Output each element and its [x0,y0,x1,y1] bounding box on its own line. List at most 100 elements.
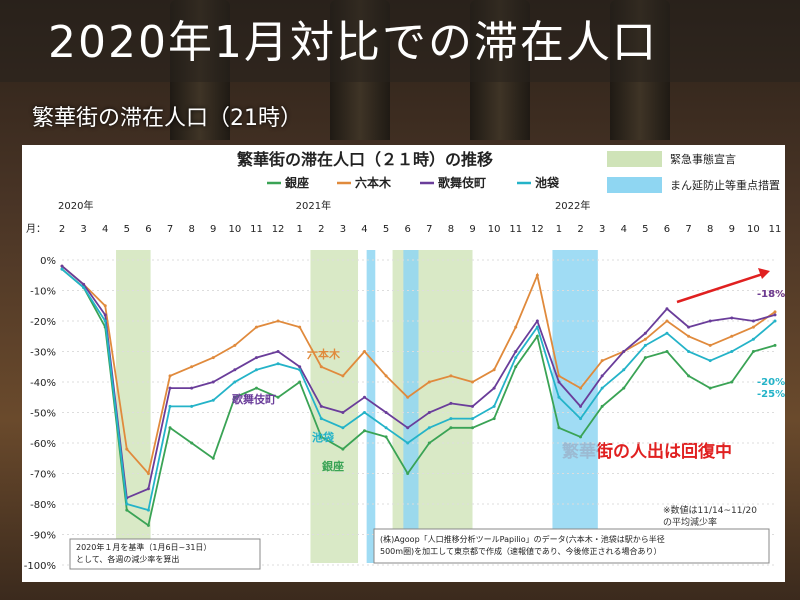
data-point [514,365,518,369]
x-tick-label: 8 [188,224,194,235]
x-tick-label: 9 [469,224,475,235]
data-point [319,365,323,369]
legend-emergency-label: 緊急事態宣言 [670,152,736,166]
data-point [751,325,755,329]
data-point [665,350,669,353]
data-point [427,411,431,414]
data-point [298,325,302,329]
series-inline-label: 歌舞伎町 [232,392,276,406]
y-tick-label: -60% [30,439,56,450]
series-line [61,268,776,527]
y-tick-label: -70% [30,470,56,481]
data-point [557,426,561,430]
data-point [600,359,604,363]
data-point [168,404,172,408]
data-point [211,380,215,384]
data-point [125,508,129,512]
x-tick-label: 5 [642,224,648,235]
x-tick-label: 11 [250,224,263,235]
x-tick-label: 4 [621,224,627,235]
data-point [233,380,237,384]
legend-series-label: 歌舞伎町 [438,175,486,190]
data-point [211,356,215,360]
data-point [730,334,734,338]
data-point [103,313,107,317]
data-point [362,395,366,399]
data-point [535,319,539,323]
data-point [622,386,626,390]
data-point [276,395,280,399]
data-point [471,417,475,421]
data-point [708,359,712,363]
x-tick-label: 4 [361,224,367,235]
data-point [708,343,712,347]
emergency-band [116,250,151,563]
data-point [708,386,712,390]
legend-manbo-label: まん延防止等重点措置 [670,178,780,192]
data-point [384,426,388,430]
data-point [600,386,604,390]
end-value-label: -25% [757,389,785,400]
data-point [449,401,453,405]
x-tick-label: 6 [664,224,670,235]
callout-text: 繁華街の人出は回復中 [561,441,732,462]
data-point [471,426,475,430]
year-label: 2021年 [296,199,331,212]
x-tick-label: 2 [577,224,583,235]
data-point [384,411,388,414]
baseline-note: として、各週の減少率を算出 [76,554,179,564]
data-point [60,267,64,271]
source-note: 500m圏)を加工して東京都で作成（速報値であり、今後修正される場合あり） [380,546,662,556]
source-note: (株)Agoop「人口推移分析ツールPapilio」のデータ(六本木・池袋は駅か… [380,534,665,544]
data-point [254,368,258,372]
data-point [276,319,280,323]
note-average: の平均減少率 [663,516,717,528]
x-tick-label: 1 [556,224,562,235]
data-point [211,456,215,460]
data-point [341,447,345,451]
data-point [168,426,172,430]
x-tick-label: 8 [707,224,713,235]
y-tick-label: -80% [30,500,56,511]
x-tick-label: 1 [296,224,302,235]
title-band [0,0,800,82]
data-point [254,386,258,390]
data-point [427,380,431,384]
data-point [687,334,691,338]
data-point [146,508,150,512]
end-value-label: -18% [757,289,785,300]
data-point [146,523,150,527]
source-note-box [373,528,770,564]
data-point [449,374,453,378]
data-point [406,426,410,430]
data-point [82,282,86,286]
data-point [254,356,258,360]
data-point [535,273,539,277]
x-tick-label: 5 [383,224,389,235]
data-point [384,374,388,378]
end-value-label: -20% [757,377,785,388]
data-point [492,417,496,421]
data-point [146,472,150,475]
data-point [600,404,604,408]
legend-series-label: 銀座 [284,175,309,190]
data-point [449,417,453,421]
y-tick-label: -30% [30,348,56,359]
data-point [384,435,388,439]
y-tick-label: -90% [30,531,56,542]
data-point [730,350,734,353]
x-tick-label: 2 [59,224,65,235]
x-tick-label: 3 [340,224,346,235]
x-tick-label: 8 [448,224,454,235]
x-tick-label: 12 [531,224,544,235]
series-line [61,265,776,476]
end-value-label: -18% [757,289,785,300]
x-tick-label: 5 [124,224,130,235]
data-point [319,435,323,439]
data-point [146,487,150,491]
chart-panel: 繁華街の滞在人口（２１時）の推移 緊急事態宣言 まん延防止等重点措置 月： 繁華… [22,145,785,582]
data-point [233,368,237,372]
page-title: 2020年1月対比での滞在人口 [48,17,658,68]
year-label: 2020年 [58,199,93,212]
y-tick-label: -20% [30,317,56,328]
